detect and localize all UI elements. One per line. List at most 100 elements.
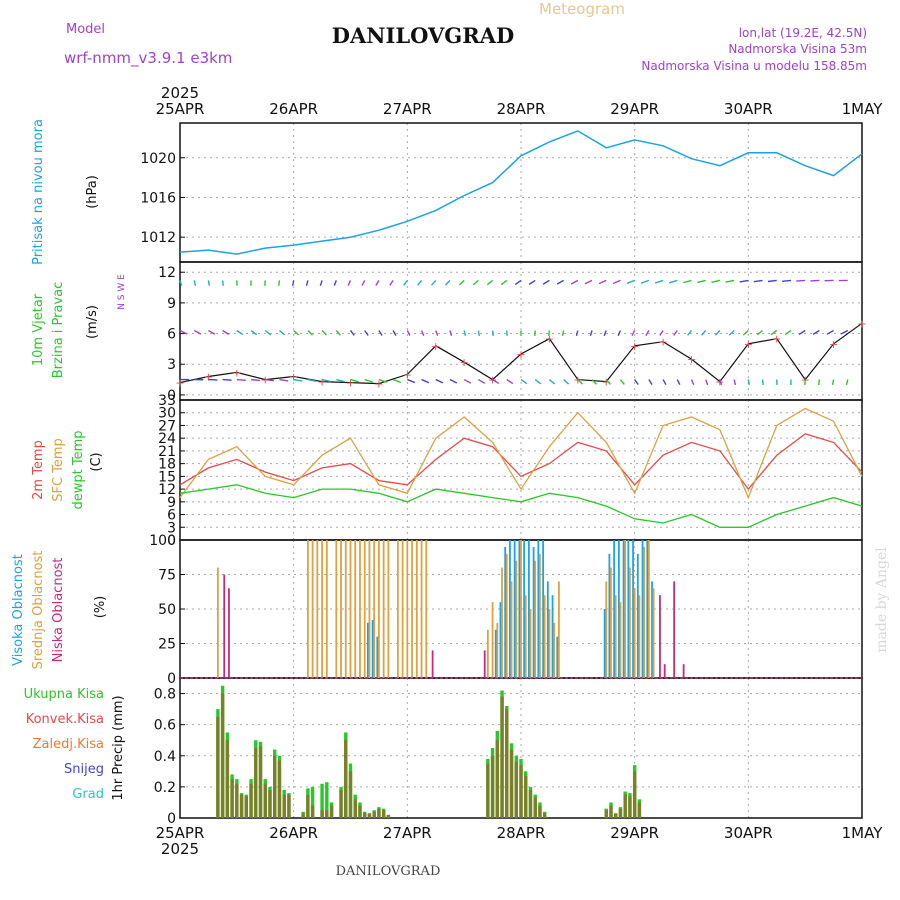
wind-gust-marker: + (317, 376, 326, 389)
y-tick-label: 15 (158, 469, 176, 485)
cloud-bar (373, 540, 376, 678)
precip-conv-bar (216, 716, 220, 818)
cloud-bar (376, 636, 379, 678)
precip-conv-bar (528, 790, 533, 818)
wind-arrow (236, 329, 244, 336)
cloud-bar (520, 540, 522, 678)
page-title: DANILOVGRAD (332, 23, 514, 48)
y-tick-label: 9 (167, 296, 176, 312)
wind-arrow (361, 280, 366, 286)
time-label-bottom: 29APR (610, 824, 659, 842)
precip-conv-bar (235, 783, 239, 818)
precip-conv-bar (244, 796, 249, 818)
cloud-bar (636, 553, 639, 678)
high-cloud-title: Visoka Oblacnost (11, 554, 26, 666)
low-cloud-title: Niska Oblacnost (51, 558, 66, 663)
precip-conv-bar (609, 805, 613, 818)
precip-conv-bar (268, 790, 272, 818)
precip-conv-bar (509, 749, 514, 818)
y-tick-label: 6 (167, 327, 176, 343)
y-tick-label: 1012 (140, 230, 176, 246)
wind-arrow (179, 329, 188, 335)
meteogram-label: Meteogram (539, 0, 625, 18)
cloud-bar (335, 540, 338, 678)
time-label-top: 28APR (497, 100, 546, 118)
wind-arrow (631, 330, 636, 336)
y-tick-label: 0.2 (154, 780, 176, 796)
wind-arrow (478, 378, 486, 384)
y-tick-label: 0 (167, 533, 176, 549)
cloud-bar (627, 540, 630, 678)
cloud-bar (523, 540, 526, 678)
wind-arrow (250, 329, 258, 336)
wind-arrow (570, 279, 579, 285)
time-label-top: 29APR (610, 100, 659, 118)
wind-arrow (645, 330, 650, 336)
wind-arrow (739, 279, 749, 283)
time-label-bottom: 25APR (156, 824, 205, 842)
y-tick-label: 24 (158, 431, 176, 447)
wind-arrow (697, 279, 706, 284)
precip-conv-bar (533, 797, 537, 818)
precip-conv-bar (632, 771, 637, 818)
wind-arrow (753, 279, 763, 283)
wind-arrow (463, 330, 467, 336)
time-label-bottom: 30APR (724, 824, 773, 842)
wind-arrow (845, 379, 849, 386)
cloud-bar (401, 540, 404, 678)
wind-arrow (364, 330, 369, 336)
cloud-bar (548, 609, 551, 678)
wind-arrow (634, 379, 639, 385)
y-tick-label: 1020 (140, 151, 176, 167)
precip-conv-bar (344, 740, 348, 818)
cloud-bar (499, 602, 502, 678)
cloud-bar (431, 650, 434, 678)
cloud-bar (509, 540, 511, 678)
precip-total-bar (310, 786, 315, 818)
wind-arrow (417, 279, 423, 286)
wind-ylabel: (m/s) (85, 305, 100, 339)
wind-arrow (826, 329, 834, 335)
wind-arrow (654, 279, 664, 284)
cloud-bar (368, 540, 371, 678)
precip-conv-bar (353, 799, 357, 818)
precip-conv-bar (486, 763, 490, 818)
wind-arrow (458, 279, 465, 286)
wind-arrow (817, 379, 821, 386)
precip-conv-bar (514, 762, 518, 818)
wind-arrow (719, 379, 723, 386)
precip-conv-bar (273, 755, 277, 818)
wind-arrow (831, 379, 835, 386)
wind-arrow (767, 279, 777, 283)
elevation-label: Nadmorska Visina 53m (728, 42, 867, 56)
y-tick-label: 12 (158, 482, 176, 498)
wind-arrow (577, 379, 583, 385)
wind-arrow (534, 379, 542, 385)
wind-arrow (444, 279, 451, 286)
wind-arrow (669, 279, 678, 284)
cloud-bar (354, 540, 357, 678)
wind-arrow (319, 280, 323, 286)
wind-arrow (349, 330, 355, 336)
cloud-bar (619, 602, 622, 678)
cloud-bar (306, 540, 309, 678)
time-label-bottom: 1MAY (842, 824, 884, 842)
cloud-bar (359, 540, 361, 678)
cloud-bar (216, 567, 219, 678)
wind-arrow (449, 330, 453, 337)
cloud-bar (504, 546, 507, 678)
wind-arrow (307, 378, 317, 382)
cloud-bar (638, 595, 641, 678)
legend-freezing-rain: Zaledj.Kisa (33, 737, 104, 752)
cloud-bar (553, 622, 556, 678)
wind-arrow (221, 280, 224, 286)
wind-arrow (520, 378, 528, 385)
y-tick-label: 33 (158, 393, 176, 409)
wind-gust-marker: + (687, 353, 696, 366)
wind-arrow (812, 329, 820, 335)
wind-gust-marker: + (289, 370, 298, 383)
cloud-bar (632, 540, 634, 678)
wind-arrow (782, 279, 792, 283)
precip-conv-bar (618, 808, 623, 818)
wind-arrow (307, 329, 314, 336)
